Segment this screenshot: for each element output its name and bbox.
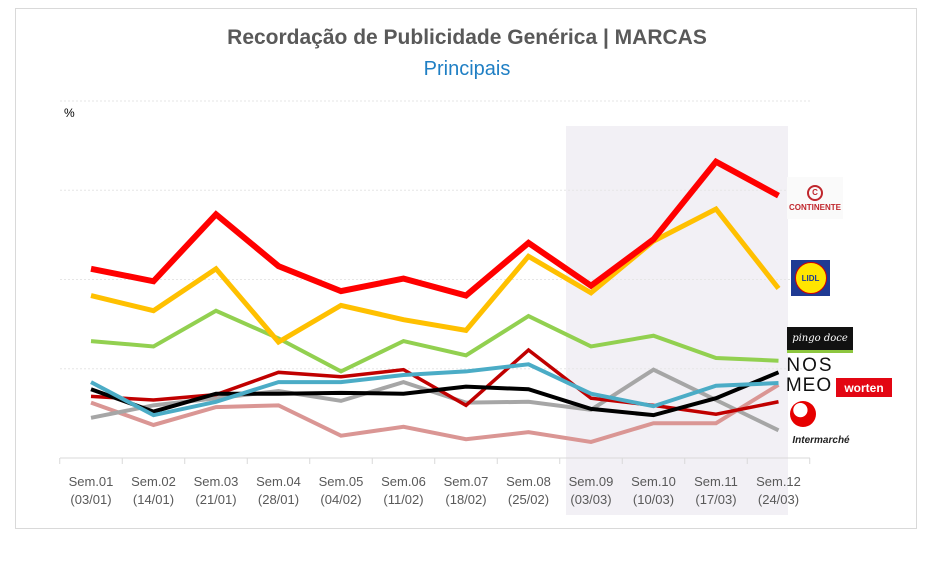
x-tick-label: (14/01) xyxy=(133,492,174,507)
x-tick-label: Sem.11 xyxy=(694,474,738,489)
x-tick-label: Sem.07 xyxy=(444,474,489,489)
x-tick-label: Sem.05 xyxy=(319,474,364,489)
x-tick-label: Sem.01 xyxy=(69,474,114,489)
x-tick-label: (18/02) xyxy=(445,492,486,507)
highlight-region xyxy=(566,126,788,515)
x-tick-label: Sem.04 xyxy=(256,474,301,489)
series-line-continente xyxy=(90,157,780,299)
nos-logo-text: NOS xyxy=(786,355,834,376)
continente-logo: C CONTINENTE xyxy=(787,177,843,219)
vodafone-logo xyxy=(790,401,816,427)
x-tick-label: Sem.09 xyxy=(569,474,614,489)
series-line-intermarch- xyxy=(90,383,780,444)
lidl-logo: LIDL xyxy=(791,260,830,296)
series-line-pingo-doce xyxy=(90,308,779,374)
x-tick-label: (03/01) xyxy=(70,492,111,507)
pingo-doce-logo: pingo doce xyxy=(787,327,853,353)
x-tick-label: (17/03) xyxy=(695,492,736,507)
x-tick-label: Sem.10 xyxy=(631,474,676,489)
x-tick-label: Sem.03 xyxy=(194,474,239,489)
x-tick-label: (25/02) xyxy=(508,492,549,507)
x-tick-label: (04/02) xyxy=(320,492,361,507)
series-line-meo xyxy=(90,370,780,418)
series-line-lidl xyxy=(90,205,781,346)
meo-logo: MEO xyxy=(786,375,832,397)
continente-logo-text: CONTINENTE xyxy=(789,202,841,212)
x-tick-label: (28/01) xyxy=(258,492,299,507)
worten-logo-text: worten xyxy=(844,380,884,395)
x-tick-label: Sem.12 xyxy=(756,474,801,489)
x-tick-label: (10/03) xyxy=(633,492,674,507)
series-line-nos xyxy=(90,362,779,418)
intermarche-logo-text: Intermarché xyxy=(792,434,850,446)
x-tick-label: Sem.06 xyxy=(381,474,426,489)
x-tick-label: (11/02) xyxy=(383,492,423,507)
x-tick-label: (21/01) xyxy=(195,492,236,507)
chart-subtitle: Principais xyxy=(423,58,511,80)
x-tick-label: (03/03) xyxy=(570,492,611,507)
worten-logo: worten xyxy=(836,378,892,397)
chart-title: Recordação de Publicidade Genérica | MAR… xyxy=(227,26,707,49)
pingo-doce-logo-text: pingo doce xyxy=(792,333,848,344)
meo-logo-text: MEO xyxy=(785,375,833,396)
intermarche-logo: Intermarché xyxy=(788,431,854,449)
y-axis-unit-label: % xyxy=(64,106,75,120)
x-tick-label: (24/03) xyxy=(758,492,799,507)
chart-frame xyxy=(15,8,917,529)
x-tick-label: Sem.02 xyxy=(131,474,176,489)
series-line-vodafone xyxy=(90,367,780,433)
x-tick-label: Sem.08 xyxy=(506,474,551,489)
continente-c-icon: C xyxy=(807,184,823,201)
lidl-logo-text: LIDL xyxy=(794,262,827,294)
nos-logo: NOS xyxy=(786,355,834,377)
